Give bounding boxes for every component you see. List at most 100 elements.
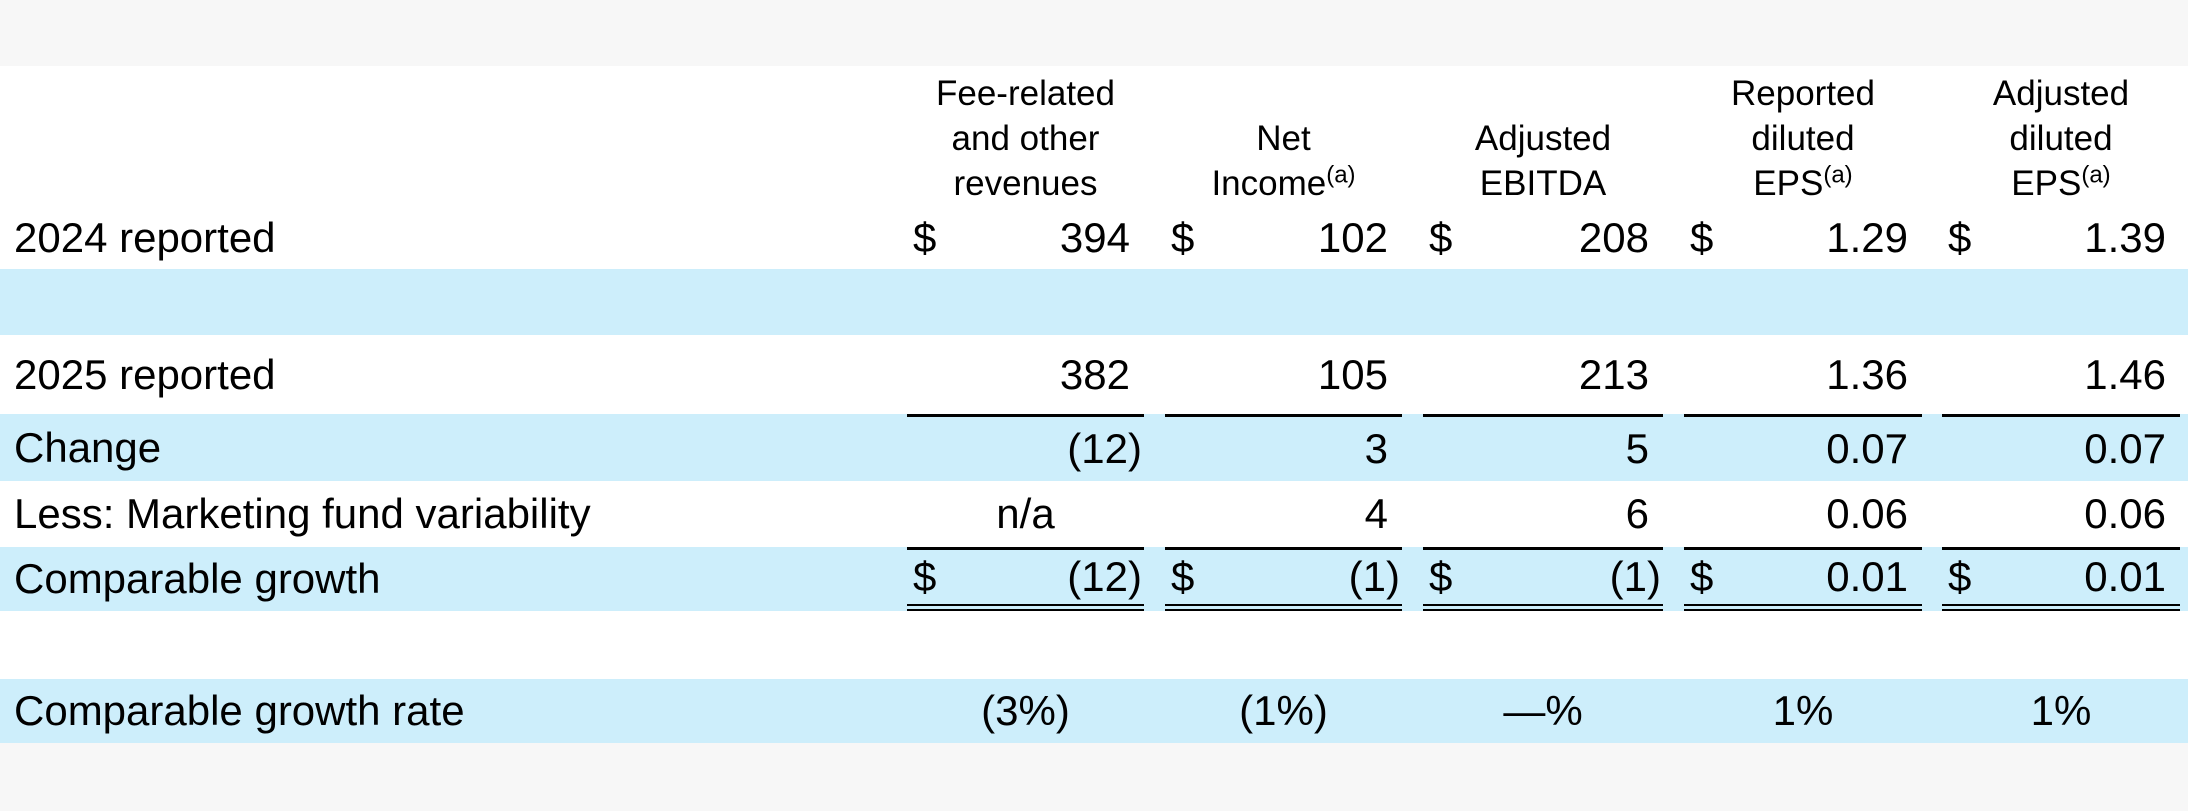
- cell: (1%): [1165, 679, 1402, 743]
- column-header: Fee-related and other revenues: [907, 4, 1144, 210]
- cell-value: 1.46: [2084, 350, 2166, 398]
- row-label: Comparable growth rate: [14, 687, 465, 734]
- cell-value: 6: [1625, 490, 1649, 537]
- cell: 1%: [1684, 679, 1922, 743]
- cell: 0.06: [1684, 481, 1922, 547]
- table-row: Less: Marketing fund variability n/a 4 6 0.0…: [0, 481, 2188, 547]
- cell: 0.06: [1942, 481, 2180, 547]
- cell-value: 1.39: [2084, 213, 2166, 261]
- header-line: Net: [1256, 119, 1311, 158]
- cell-value: 105: [1317, 350, 1388, 398]
- cell: n/a: [907, 481, 1144, 547]
- cell: 0.07: [1684, 414, 1922, 481]
- cell-value: 4: [1364, 490, 1388, 537]
- cell: $208: [1423, 206, 1663, 269]
- cell: 382: [907, 335, 1144, 414]
- cell-value: (3%): [981, 687, 1070, 734]
- cell-value: 1%: [2030, 687, 2092, 734]
- cell-value: 0.01: [2084, 553, 2166, 600]
- row-label: Comparable growth: [14, 555, 381, 602]
- header-line: Income(a): [1211, 161, 1356, 203]
- blank-row: [0, 269, 2188, 335]
- cell-value: (1%): [1239, 687, 1328, 734]
- cell: (12): [907, 414, 1144, 481]
- cell-value: 1.29: [1826, 213, 1908, 261]
- header-line: diluted: [2009, 119, 2113, 158]
- currency: $: [1690, 213, 1714, 261]
- cell-value: (12): [1067, 425, 1142, 472]
- header-line: Reported: [1731, 74, 1875, 113]
- header-line: diluted: [1751, 119, 1855, 158]
- cell: 1.46: [1942, 335, 2180, 414]
- column-header: Adjusted EBITDA: [1423, 4, 1663, 210]
- currency: $: [1171, 553, 1195, 600]
- cell-value: 394: [1059, 213, 1130, 261]
- header-line: Adjusted: [1992, 74, 2130, 113]
- cell-value: 1.36: [1826, 350, 1908, 398]
- currency: $: [913, 213, 937, 261]
- cell: $102: [1165, 206, 1402, 269]
- table-row: Comparable growth $ (12) $ (1) $ (1) $0.01 $0.01: [0, 547, 2188, 611]
- header-line: Adjusted: [1474, 119, 1612, 158]
- cell: 6: [1423, 481, 1663, 547]
- currency: $: [1429, 213, 1453, 261]
- cell: 3: [1165, 414, 1402, 481]
- currency: $: [1690, 553, 1714, 600]
- cell-value: 0.06: [2084, 490, 2166, 537]
- cell: $ (12): [907, 547, 1144, 611]
- cell-value: 0.01: [1826, 553, 1908, 600]
- cell: 1%: [1942, 679, 2180, 743]
- cell-value: 208: [1578, 213, 1649, 261]
- cell-value: 0.06: [1826, 490, 1908, 537]
- cell: $ (1): [1423, 547, 1663, 611]
- cell-value: n/a: [996, 490, 1055, 537]
- cell-value: (1): [1609, 553, 1661, 600]
- cell-value: 0.07: [2084, 425, 2166, 472]
- table-row: Comparable growth rate (3%) (1%) —% 1% 1%: [0, 679, 2188, 743]
- cell: 0.07: [1942, 414, 2180, 481]
- cell: $0.01: [1684, 547, 1922, 611]
- cell: —%: [1423, 679, 1663, 743]
- currency: $: [1429, 553, 1453, 600]
- column-header: Adjusted diluted EPS(a): [1942, 4, 2180, 210]
- cell: 105: [1165, 335, 1402, 414]
- cell-value: (1): [1348, 553, 1400, 600]
- cell: $1.29: [1684, 206, 1922, 269]
- cell: 4: [1165, 481, 1402, 547]
- table-row: 2024 reported $394 $102 $208 $1.29 $1.39: [0, 206, 2188, 269]
- cell: 5: [1423, 414, 1663, 481]
- currency: $: [1948, 553, 1972, 600]
- cell: $394: [907, 206, 1144, 269]
- superscript: (a): [1823, 161, 1853, 189]
- column-header: Net Income(a): [1165, 4, 1402, 210]
- header-line: revenues: [953, 164, 1098, 203]
- header-line: EBITDA: [1479, 164, 1607, 203]
- cell-value: 382: [1059, 350, 1130, 398]
- cell-value: (12): [1067, 553, 1142, 600]
- cell-value: 1%: [1772, 687, 1834, 734]
- cell-value: —%: [1503, 687, 1583, 734]
- cell: $0.01: [1942, 547, 2180, 611]
- row-label: Change: [14, 423, 162, 471]
- cell-value: 3: [1364, 425, 1388, 472]
- header-line: and other: [951, 119, 1100, 158]
- currency: $: [1171, 213, 1195, 261]
- table-row: Change (12) 3 5 0.07 0.07: [0, 414, 2188, 481]
- currency: $: [1948, 213, 1972, 261]
- cell: 213: [1423, 335, 1663, 414]
- row-label: 2024 reported: [14, 213, 276, 261]
- cell-value: 213: [1578, 350, 1649, 398]
- cell: $ (1): [1165, 547, 1402, 611]
- column-header: Reported diluted EPS(a): [1684, 4, 1922, 210]
- cell-value: 0.07: [1826, 425, 1908, 472]
- superscript: (a): [1326, 161, 1356, 189]
- cell: 1.36: [1684, 335, 1922, 414]
- header-line: EPS(a): [2011, 161, 2111, 203]
- cell-value: 102: [1317, 213, 1388, 261]
- cell: (3%): [907, 679, 1144, 743]
- cell-value: 5: [1625, 425, 1649, 472]
- superscript: (a): [2081, 161, 2111, 189]
- currency: $: [913, 553, 937, 600]
- row-label: Less: Marketing fund variability: [14, 490, 591, 537]
